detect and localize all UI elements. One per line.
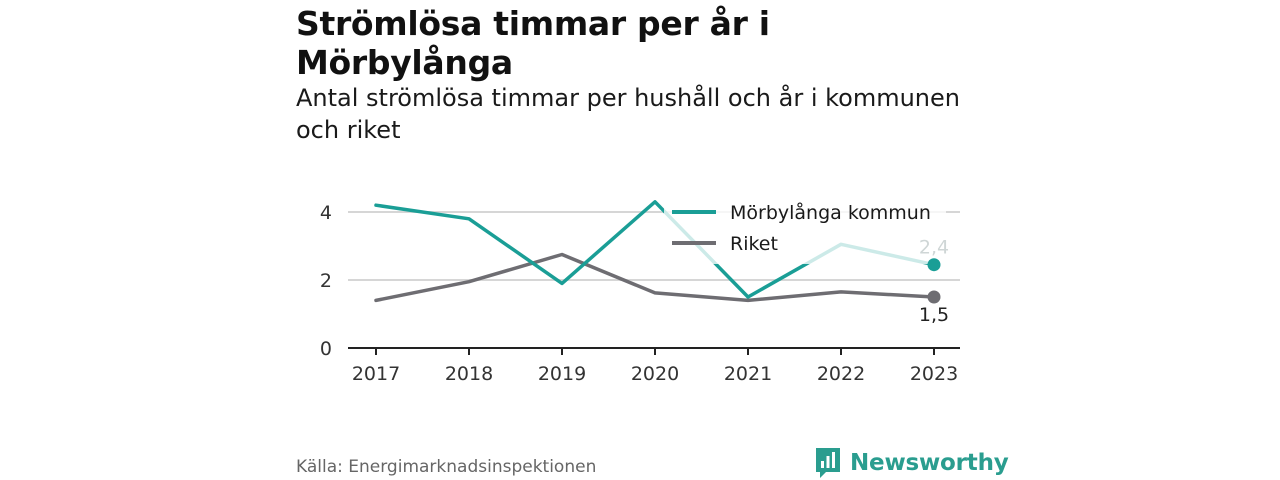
y-axis: 0 2 4 <box>320 202 332 360</box>
chart-subtitle: Antal strömlösa timmar per hushåll och å… <box>296 84 960 144</box>
x-tick-label: 2022 <box>817 363 865 385</box>
legend-label: Mörbylånga kommun <box>730 201 931 224</box>
end-point <box>927 258 941 272</box>
x-axis: 2017 2018 2019 2020 2021 2022 2023 <box>348 347 960 385</box>
legend-label: Riket <box>730 233 778 255</box>
series-line <box>374 252 936 303</box>
y-tick-label: 2 <box>320 270 332 292</box>
y-tick-label: 0 <box>320 338 332 360</box>
end-label: 2,4 <box>919 237 949 259</box>
legend: Mörbylånga kommun Riket <box>664 192 946 264</box>
source-note: Källa: Energimarknadsinspektionen <box>296 457 597 477</box>
line-chart: 0 2 4 2017 2018 2019 2020 2021 2022 2023 Mörbylå… <box>319 192 960 385</box>
end-point <box>927 290 941 304</box>
end-label: 1,5 <box>919 304 949 326</box>
x-tick-label: 2019 <box>538 363 586 385</box>
x-tick-label: 2017 <box>352 363 400 385</box>
x-tick-label: 2018 <box>445 363 493 385</box>
brand-name: Newsworthy <box>850 450 1009 476</box>
y-tick-label: 4 <box>320 202 332 224</box>
legend-background <box>664 192 946 264</box>
x-tick-label: 2020 <box>631 363 679 385</box>
x-tick-label: 2021 <box>724 363 772 385</box>
brand-logo: Newsworthy <box>814 446 1009 480</box>
end-labels: 2,4 1,5 <box>919 237 949 326</box>
chart-title: Strömlösa timmar per år i Mörbylånga <box>296 4 770 82</box>
x-tick-label: 2023 <box>910 363 958 385</box>
bar-chart-logo-icon <box>816 448 840 478</box>
